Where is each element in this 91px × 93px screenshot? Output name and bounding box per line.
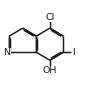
Text: N: N (4, 48, 11, 57)
Text: I: I (72, 48, 75, 57)
Text: OH: OH (43, 66, 57, 75)
Text: Cl: Cl (45, 13, 54, 22)
